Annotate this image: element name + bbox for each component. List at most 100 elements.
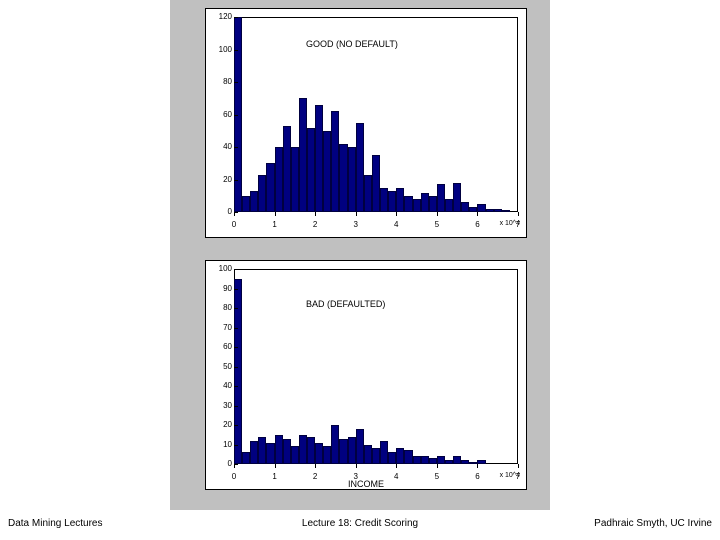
histogram-bar	[477, 460, 485, 464]
xtick-label: 5	[427, 472, 447, 481]
histogram-bar	[307, 437, 315, 464]
xtick-label: 5	[427, 220, 447, 229]
histogram-bar	[404, 196, 412, 212]
xtick	[477, 464, 478, 468]
histogram-bar	[461, 202, 469, 212]
histogram-bar	[323, 446, 331, 464]
histogram-bar	[250, 441, 258, 464]
histogram-bar	[372, 155, 380, 212]
xtick-label: 2	[305, 220, 325, 229]
histogram-bar	[242, 196, 250, 212]
ytick-label: 20	[208, 420, 232, 429]
histogram-bar	[275, 147, 283, 212]
ytick-label: 50	[208, 362, 232, 371]
histogram-bar	[299, 98, 307, 212]
xtick-label: 6	[467, 220, 487, 229]
histogram-bar	[315, 443, 323, 464]
histogram-bar	[299, 435, 307, 464]
histogram-bar	[445, 199, 453, 212]
histogram-bar	[307, 128, 315, 213]
histogram-bar	[364, 445, 372, 465]
histogram-bar	[429, 458, 437, 464]
histogram-bar	[396, 448, 404, 464]
histogram-bar	[445, 460, 453, 464]
ytick-label: 70	[208, 323, 232, 332]
histogram-bar	[364, 175, 372, 212]
xtick-label: 0	[224, 220, 244, 229]
histogram-bar	[339, 439, 347, 464]
ytick	[234, 147, 238, 148]
ytick	[234, 328, 238, 329]
histogram-bar	[429, 196, 437, 212]
footer-left: Data Mining Lectures	[8, 518, 103, 529]
histogram-bar	[380, 188, 388, 212]
histogram-bar	[275, 435, 283, 464]
histogram-bar	[348, 147, 356, 212]
histogram-bar	[421, 456, 429, 464]
ytick	[234, 425, 238, 426]
histogram-bar	[502, 210, 510, 212]
xtick	[518, 212, 519, 216]
histogram-bar	[356, 429, 364, 464]
histogram-bar	[437, 456, 445, 464]
y-axis-right	[517, 269, 518, 464]
ytick-label: 40	[208, 381, 232, 390]
xtick	[437, 212, 438, 216]
xtick-label: 0	[224, 472, 244, 481]
panel-title-good: GOOD (NO DEFAULT)	[306, 39, 398, 49]
ytick	[234, 50, 238, 51]
ytick-label: 90	[208, 284, 232, 293]
histogram-bar	[469, 462, 477, 464]
xtick-label: 7	[508, 472, 528, 481]
ytick-label: 100	[208, 45, 232, 54]
histogram-bar	[291, 147, 299, 212]
x-axis-top	[234, 17, 518, 18]
histogram-bar	[486, 209, 494, 212]
histogram-bar	[372, 448, 380, 464]
histogram-bar	[283, 439, 291, 464]
footer-right: Padhraic Smyth, UC Irvine	[594, 518, 712, 529]
chart-container: GOOD (NO DEFAULT) x 10^4 020406080100120…	[170, 0, 550, 510]
ytick	[234, 406, 238, 407]
histogram-bar	[339, 144, 347, 212]
ytick	[234, 115, 238, 116]
xtick	[356, 464, 357, 468]
histogram-bar	[388, 452, 396, 464]
ytick	[234, 180, 238, 181]
xtick-label: 6	[467, 472, 487, 481]
ytick	[234, 269, 238, 270]
ytick-label: 40	[208, 142, 232, 151]
histogram-bar	[453, 456, 461, 464]
footer-center: Lecture 18: Credit Scoring	[302, 518, 418, 529]
footer: Data Mining Lectures Lecture 18: Credit …	[0, 518, 720, 534]
xtick-label: 3	[346, 472, 366, 481]
histogram-bar	[291, 446, 299, 464]
histogram-bar	[250, 191, 258, 212]
histogram-bar	[315, 105, 323, 212]
ytick-label: 30	[208, 401, 232, 410]
histogram-bar	[356, 123, 364, 212]
histogram-bar	[331, 425, 339, 464]
ytick	[234, 17, 238, 18]
ytick-label: 120	[208, 12, 232, 21]
xtick	[518, 464, 519, 468]
histogram-bar	[266, 163, 274, 212]
ytick	[234, 367, 238, 368]
xtick-label: 2	[305, 472, 325, 481]
histogram-bar	[331, 111, 339, 212]
xtick-label: 1	[265, 472, 285, 481]
xtick	[315, 464, 316, 468]
ytick	[234, 347, 238, 348]
histogram-bar	[234, 279, 242, 464]
histogram-bar	[494, 209, 502, 212]
ytick-label: 10	[208, 440, 232, 449]
xtick	[234, 212, 235, 216]
xtick	[356, 212, 357, 216]
histogram-bar	[258, 437, 266, 464]
histogram-bar	[413, 199, 421, 212]
xtick	[396, 464, 397, 468]
xtick	[477, 212, 478, 216]
xtick-label: 7	[508, 220, 528, 229]
ytick-label: 100	[208, 264, 232, 273]
ytick-label: 0	[208, 459, 232, 468]
